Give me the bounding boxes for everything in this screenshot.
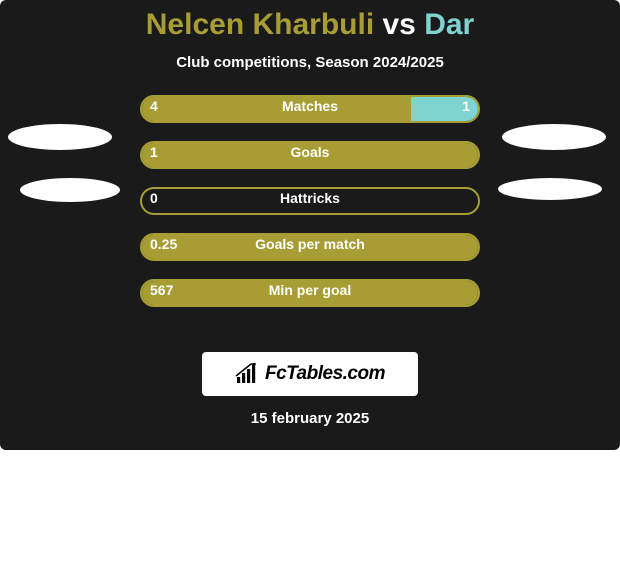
brand-text: FcTables.com [265, 363, 385, 385]
stat-value-right: 1 [462, 98, 470, 114]
stat-value-left: 0 [150, 190, 158, 206]
chart-icon [235, 363, 259, 385]
title-player-1: Nelcen Kharbuli [146, 8, 374, 41]
title-player-2: Dar [424, 8, 474, 41]
stat-value-left: 1 [150, 144, 158, 160]
left-team-logo-small [20, 178, 120, 202]
stats-card-wrap: Nelcen Kharbuli vs Dar Club competitions… [0, 0, 620, 580]
fctables-brand[interactable]: FcTables.com [202, 352, 418, 396]
right-team-logo-small [498, 178, 602, 200]
stat-row: Goals per match0.25 [0, 233, 620, 279]
stat-value-left: 0.25 [150, 236, 177, 252]
comparison-title: Nelcen Kharbuli vs Dar [0, 0, 620, 42]
stat-value-left: 567 [150, 282, 173, 298]
stat-label: Matches [140, 98, 480, 114]
title-vs: vs [374, 8, 424, 41]
stat-label: Hattricks [140, 190, 480, 206]
stats-card: Nelcen Kharbuli vs Dar Club competitions… [0, 0, 620, 450]
subtitle: Club competitions, Season 2024/2025 [0, 54, 620, 71]
stat-label: Goals per match [140, 236, 480, 252]
stat-row: Min per goal567 [0, 279, 620, 325]
stat-value-left: 4 [150, 98, 158, 114]
stat-label: Min per goal [140, 282, 480, 298]
stat-label: Goals [140, 144, 480, 160]
snapshot-date: 15 february 2025 [0, 410, 620, 427]
right-team-logo-large [502, 124, 606, 150]
left-team-logo-large [8, 124, 112, 150]
